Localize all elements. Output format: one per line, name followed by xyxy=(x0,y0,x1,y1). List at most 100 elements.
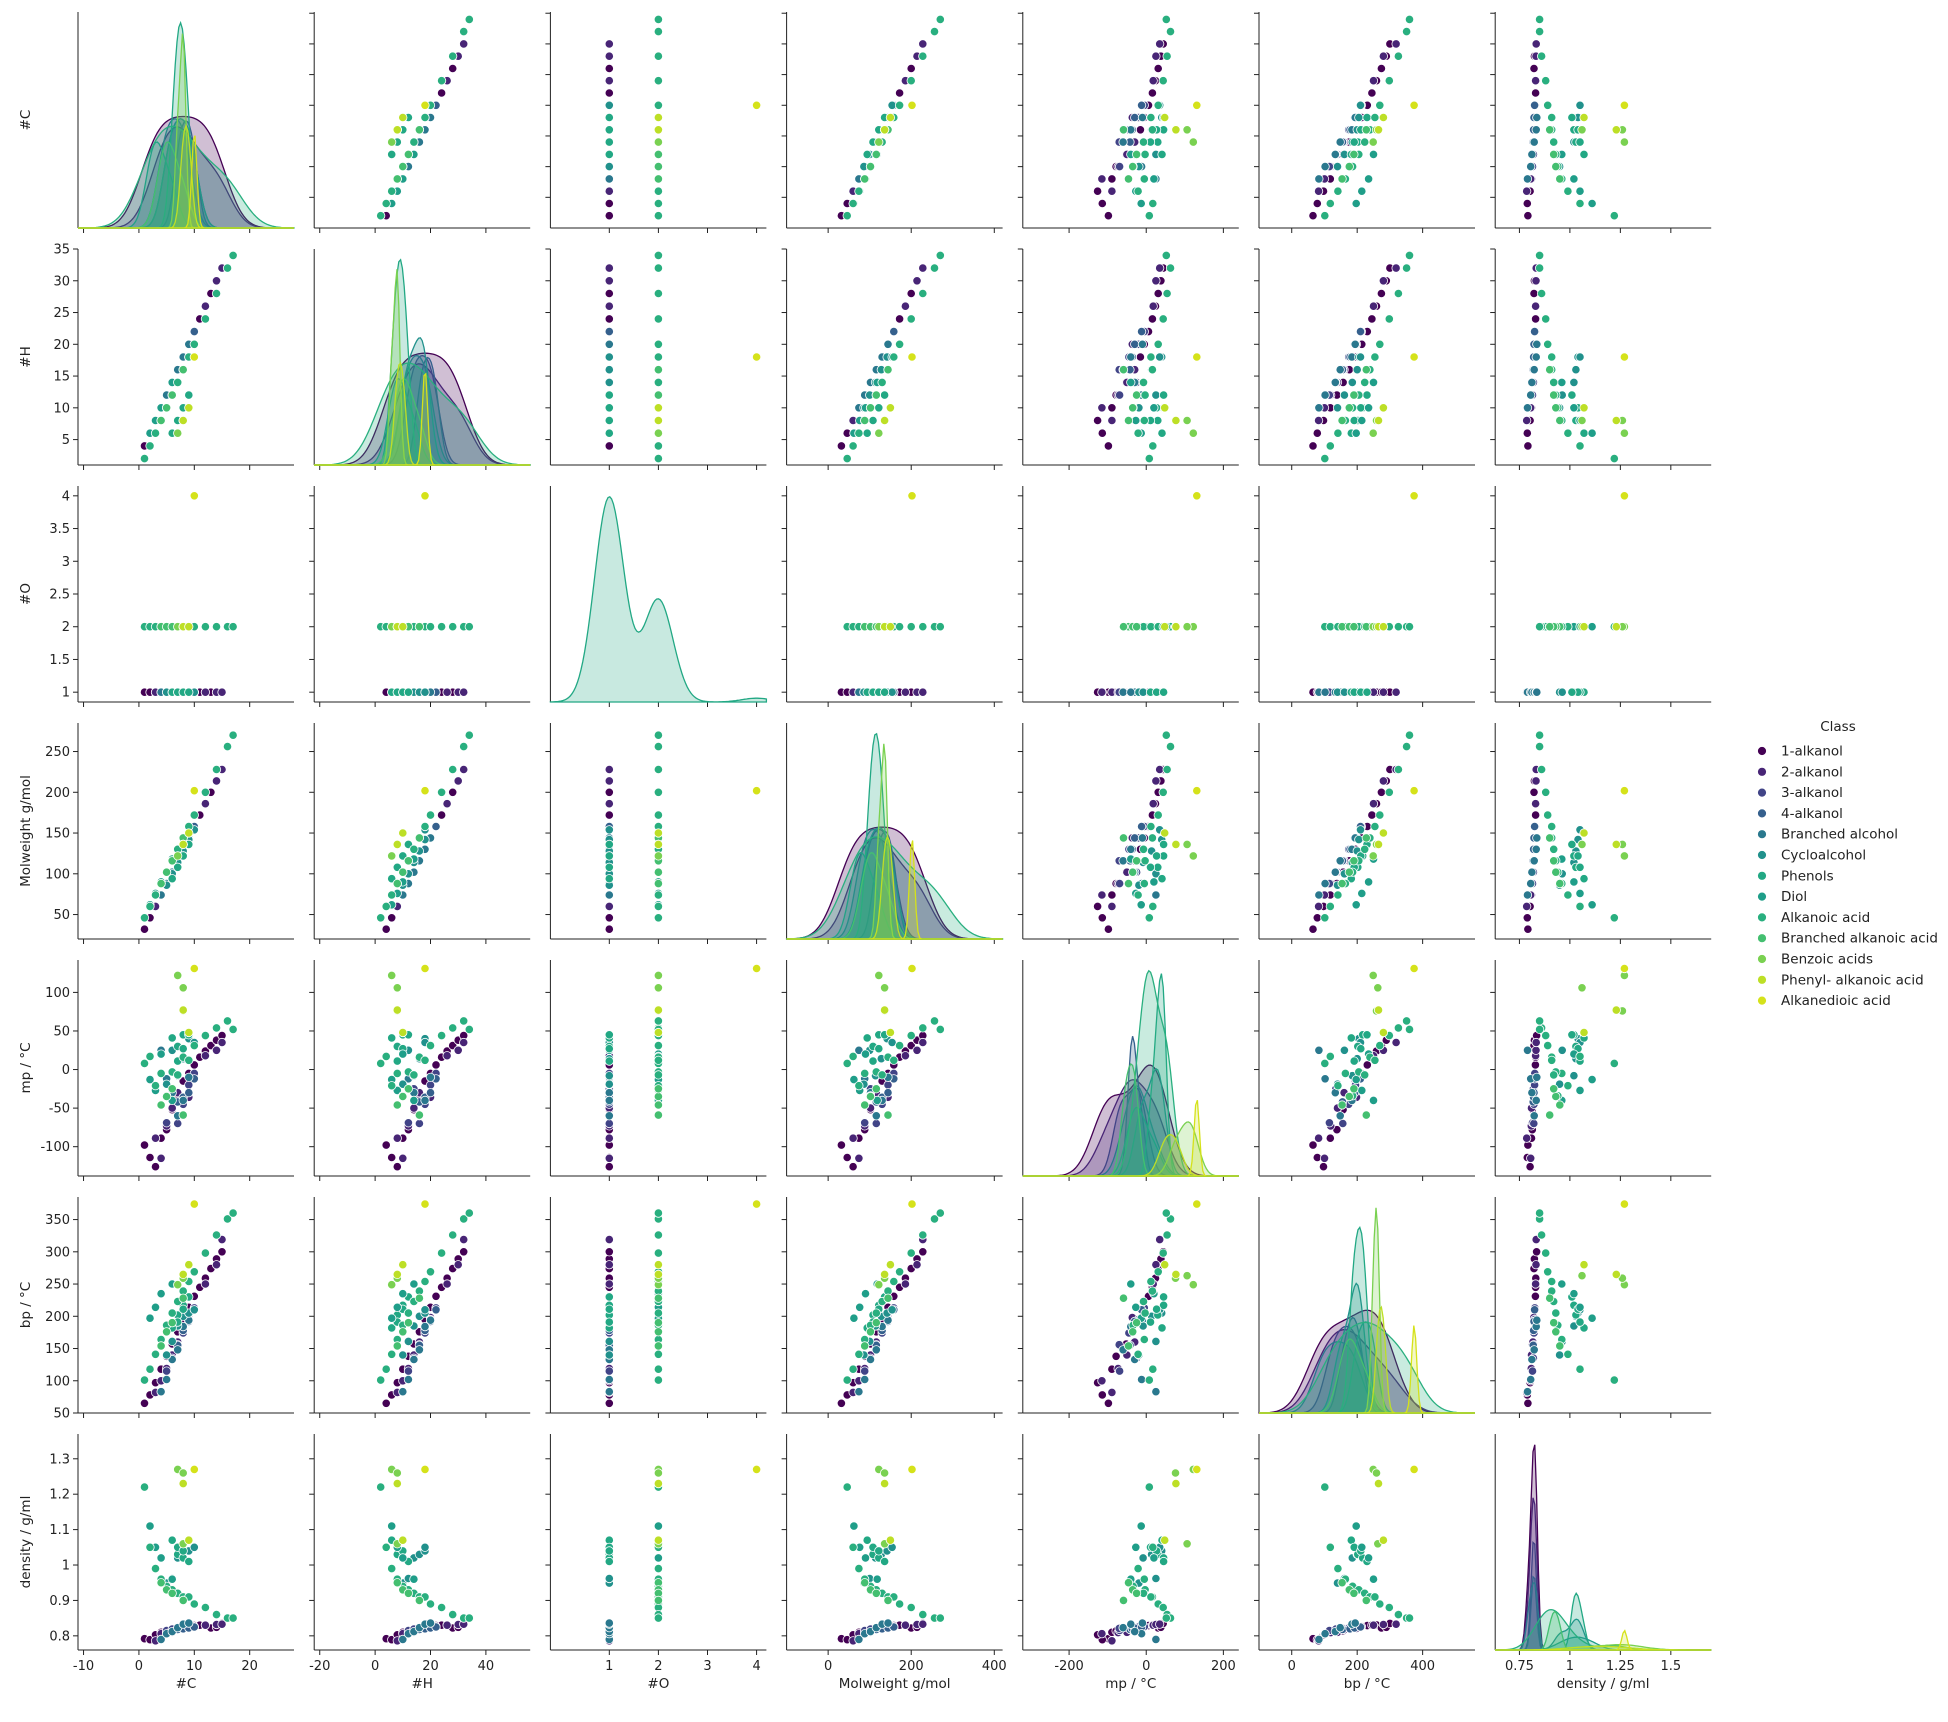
scatter-point xyxy=(1161,14,1171,24)
scatter-point xyxy=(1126,1619,1136,1629)
scatter-point xyxy=(1376,787,1387,797)
scatter-point xyxy=(907,352,917,362)
scatter-point xyxy=(879,1005,890,1015)
panel-1-1 xyxy=(313,249,531,470)
scatter-point xyxy=(387,137,397,147)
scatter-point xyxy=(1373,1005,1384,1015)
scatter-point xyxy=(1373,983,1383,993)
scatter-point xyxy=(1320,390,1330,400)
scatter-point xyxy=(150,1349,161,1359)
scatter-point xyxy=(1165,263,1176,273)
scatter-point xyxy=(1609,1058,1619,1069)
scatter-point xyxy=(1378,687,1389,697)
scatter-point xyxy=(883,1618,893,1628)
legend-marker xyxy=(1757,766,1767,777)
scatter-point xyxy=(860,1341,870,1351)
scatter-point xyxy=(387,1033,397,1043)
scatter-point xyxy=(894,1041,905,1051)
scatter-point xyxy=(872,1574,882,1584)
scatter-point xyxy=(1136,900,1146,910)
scatter-point xyxy=(1368,137,1378,147)
scatter-point xyxy=(1551,1327,1561,1337)
scatter-point xyxy=(918,1619,928,1629)
scatter-point xyxy=(1531,88,1541,98)
scatter-point xyxy=(184,687,194,697)
scatter-point xyxy=(1619,491,1630,501)
scatter-point xyxy=(398,1634,408,1645)
scatter-point xyxy=(1587,198,1597,209)
scatter-point xyxy=(1346,1033,1356,1043)
scatter-point xyxy=(1555,1350,1565,1360)
scatter-point xyxy=(1587,1075,1597,1085)
x-tick-label: 4 xyxy=(752,1659,760,1674)
scatter-point xyxy=(381,1398,391,1408)
x-tick-label: 0 xyxy=(1142,1659,1150,1674)
scatter-point xyxy=(1579,112,1589,123)
scatter-point xyxy=(1531,301,1541,311)
scatter-point xyxy=(653,186,664,196)
y-tick-label: 250 xyxy=(45,1278,70,1293)
scatter-point xyxy=(459,39,469,49)
scatter-point xyxy=(1543,1041,1553,1051)
y-tick-label: 250 xyxy=(45,745,70,760)
scatter-point xyxy=(178,1110,188,1120)
scatter-point xyxy=(1409,963,1419,974)
scatter-point xyxy=(1409,786,1419,796)
scatter-point xyxy=(1155,1619,1165,1629)
scatter-point xyxy=(604,913,614,923)
y-tick-label: 350 xyxy=(45,1213,70,1228)
scatter-point xyxy=(1133,186,1143,196)
scatter-point xyxy=(436,88,447,98)
scatter-point xyxy=(145,441,155,451)
scatter-point xyxy=(1367,88,1377,98)
scatter-point xyxy=(604,112,614,123)
scatter-point xyxy=(1569,877,1579,887)
scatter-point xyxy=(1123,878,1134,889)
scatter-point xyxy=(1577,983,1587,993)
panel-6-2: 1 2 3 4 #O xyxy=(545,1434,767,1692)
scatter-point xyxy=(1182,839,1192,850)
scatter-point xyxy=(381,1542,391,1552)
scatter-point xyxy=(653,901,664,912)
scatter-point xyxy=(1349,149,1359,159)
scatter-point xyxy=(1547,112,1557,123)
panel-0-6 xyxy=(1490,12,1712,233)
scatter-point xyxy=(1522,415,1532,426)
scatter-point xyxy=(217,1619,227,1629)
scatter-point xyxy=(1132,1588,1142,1598)
scatter-point xyxy=(1107,1636,1117,1646)
scatter-point xyxy=(1118,622,1129,632)
scatter-point xyxy=(1609,211,1619,221)
scatter-point xyxy=(918,1037,928,1048)
scatter-point xyxy=(1371,1468,1382,1478)
x-tick-label: -10 xyxy=(73,1659,94,1674)
scatter-point xyxy=(139,924,150,934)
scatter-point xyxy=(918,687,928,697)
scatter-point xyxy=(459,1247,469,1257)
scatter-point xyxy=(862,149,872,159)
scatter-point xyxy=(1128,162,1138,172)
scatter-point xyxy=(156,1100,166,1110)
scatter-point xyxy=(653,1293,664,1303)
scatter-point xyxy=(436,787,447,797)
scatter-point xyxy=(1330,867,1340,877)
scatter-point xyxy=(860,1118,870,1128)
scatter-point xyxy=(653,1110,664,1120)
panel-3-0: 50 100 150 200 250 Molweight g/mol xyxy=(18,723,294,944)
y-axis-label: Molweight g/mol xyxy=(18,775,34,887)
scatter-point xyxy=(156,415,166,426)
scatter-point xyxy=(392,1468,402,1478)
scatter-point xyxy=(906,76,916,86)
x-tick-label: 400 xyxy=(982,1659,1007,1674)
scatter-point xyxy=(1367,314,1377,324)
scatter-point xyxy=(854,186,864,196)
scatter-point xyxy=(1148,901,1158,912)
scatter-point xyxy=(1332,403,1343,413)
scatter-point xyxy=(1368,1620,1379,1630)
panel-0-0: #C xyxy=(18,12,295,233)
scatter-point xyxy=(918,1610,928,1620)
x-tick-label: 0 xyxy=(824,1659,832,1674)
scatter-point xyxy=(1139,1334,1149,1345)
scatter-point xyxy=(184,1072,194,1082)
scatter-point xyxy=(436,1248,447,1258)
